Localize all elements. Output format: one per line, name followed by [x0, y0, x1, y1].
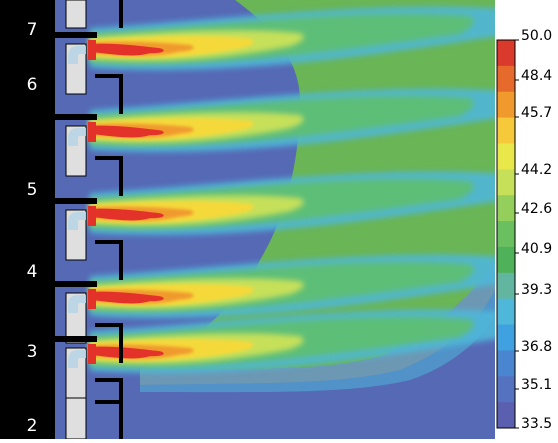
exhaust-plume — [90, 254, 495, 319]
balcony-rail — [95, 323, 123, 327]
exhaust-outlet — [88, 122, 96, 142]
floor-label-3: 3 — [26, 342, 38, 362]
legend-swatch — [497, 117, 515, 144]
exhaust-outlet — [88, 206, 96, 226]
legend-swatch — [497, 169, 515, 196]
legend-swatch — [497, 91, 515, 119]
window-frame — [65, 397, 87, 440]
exhaust-plume — [90, 6, 495, 71]
legend-tick-50-0: 50.0 — [521, 28, 553, 44]
floor-slab — [55, 114, 97, 120]
legend-tick-44-2: 44.2 — [521, 162, 553, 178]
legend-swatch — [497, 350, 515, 377]
floor-label-2: 2 — [26, 416, 38, 436]
balcony-rail — [95, 74, 123, 78]
plume-layer-5 — [90, 208, 164, 221]
legend-tick-42-6: 42.6 — [521, 201, 553, 217]
balcony-post — [119, 240, 123, 280]
legend-swatch — [497, 246, 515, 274]
balcony-post — [119, 74, 123, 114]
legend-swatch — [497, 195, 515, 222]
legend-swatch — [497, 65, 515, 93]
pipe-elbow — [68, 350, 86, 368]
floor-label-5: 5 — [26, 180, 38, 200]
legend-swatch — [497, 376, 515, 403]
pipe-elbow — [68, 46, 86, 64]
legend-frame — [496, 39, 516, 429]
exhaust-outlet — [88, 344, 96, 364]
warm-zone-edge — [140, 262, 495, 385]
building-wall — [0, 0, 55, 439]
legend-swatch — [497, 40, 515, 67]
exhaust-plume — [90, 171, 495, 236]
legend-tick-48-4: 48.4 — [521, 68, 553, 84]
pipe-elbow — [68, 295, 86, 313]
legend-swatch — [497, 402, 515, 429]
legend-swatch — [497, 298, 515, 326]
floor-label-6: 6 — [26, 75, 38, 95]
floor-slab — [55, 336, 97, 342]
building-facade — [0, 0, 123, 440]
legend-tick-35-1: 35.1 — [521, 377, 553, 393]
plume-layer-5 — [90, 346, 164, 359]
exhaust-plume — [90, 309, 495, 374]
pipe-elbow — [68, 212, 86, 230]
legend-tick-45-7: 45.7 — [521, 105, 553, 121]
plume-layer-5 — [90, 125, 164, 138]
legend-tick-36-8: 36.8 — [521, 339, 553, 355]
legend-swatch — [497, 221, 515, 248]
balcony-rail — [95, 156, 123, 160]
floor-slab — [55, 32, 97, 38]
floor-label-4: 4 — [26, 262, 38, 282]
balcony-post — [119, 0, 123, 28]
legend-tick-39-3: 39.3 — [521, 282, 553, 298]
balcony-rail — [95, 240, 123, 244]
balcony-post — [119, 378, 123, 418]
legend-tick-40-9: 40.9 — [521, 241, 553, 257]
balcony-rail — [95, 400, 123, 404]
balcony-rail — [95, 378, 123, 382]
legend-swatch — [497, 272, 515, 300]
legend-tick-33-5: 33.5 — [521, 416, 553, 432]
pipe-elbow — [68, 128, 86, 146]
legend-swatch — [497, 324, 515, 351]
window-frame — [65, 0, 87, 29]
floor-slab — [55, 281, 97, 287]
balcony-post — [119, 156, 123, 196]
floor-label-7: 7 — [26, 20, 38, 40]
color-legend — [496, 39, 519, 429]
floor-slab — [55, 198, 97, 204]
legend-swatch — [497, 143, 515, 170]
plume-layer-5 — [90, 43, 164, 56]
balcony-post — [119, 400, 123, 439]
balcony-post — [119, 323, 123, 363]
exhaust-outlet — [88, 289, 96, 309]
plume-layer-5 — [90, 291, 164, 304]
exhaust-plume — [90, 88, 495, 153]
exhaust-outlet — [88, 40, 96, 60]
